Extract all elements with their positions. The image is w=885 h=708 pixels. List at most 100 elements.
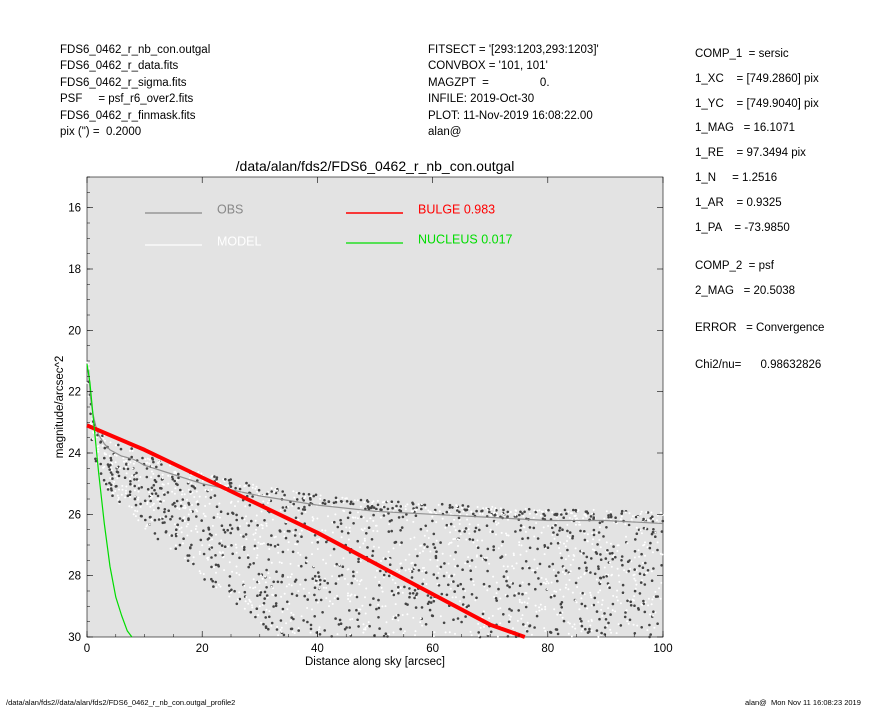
obs-point bbox=[643, 610, 647, 614]
obs-point bbox=[247, 484, 251, 487]
obs-point bbox=[474, 566, 477, 568]
obs-point bbox=[157, 506, 160, 510]
obs-point bbox=[419, 621, 422, 624]
obs-point bbox=[156, 494, 160, 498]
obs-point bbox=[248, 563, 252, 566]
obs-point bbox=[597, 567, 600, 571]
obs-point bbox=[182, 517, 185, 520]
obs-point bbox=[519, 510, 522, 514]
obs-point bbox=[191, 504, 193, 506]
obs-point bbox=[633, 604, 636, 607]
obs-point bbox=[469, 630, 472, 633]
obs-point bbox=[111, 473, 114, 476]
obs-point bbox=[179, 504, 183, 508]
obs-point bbox=[243, 485, 246, 488]
obs-point bbox=[494, 513, 497, 517]
obs-point bbox=[280, 595, 283, 598]
obs-point bbox=[384, 557, 387, 561]
obs-point bbox=[461, 506, 463, 509]
obs-point bbox=[451, 506, 454, 509]
obs-point bbox=[405, 513, 408, 516]
obs-point bbox=[413, 509, 416, 511]
obs-point bbox=[612, 545, 615, 548]
obs-point bbox=[383, 505, 386, 509]
obs-point bbox=[345, 526, 348, 529]
obs-point bbox=[554, 628, 558, 631]
obs-point bbox=[364, 626, 367, 629]
obs-point bbox=[408, 553, 411, 556]
obs-point bbox=[215, 505, 219, 509]
obs-point bbox=[638, 555, 641, 558]
obs-point bbox=[419, 544, 422, 547]
obs-point bbox=[368, 624, 371, 628]
obs-point bbox=[660, 564, 663, 567]
obs-point bbox=[303, 497, 306, 500]
obs-point bbox=[462, 587, 465, 591]
obs-point bbox=[388, 509, 391, 512]
obs-point bbox=[366, 505, 370, 508]
obs-point bbox=[352, 522, 355, 525]
obs-point bbox=[423, 534, 426, 537]
obs-point bbox=[644, 561, 647, 565]
obs-point bbox=[167, 474, 170, 477]
obs-point bbox=[130, 447, 133, 450]
obs-point bbox=[453, 518, 456, 521]
obs-point bbox=[212, 516, 216, 519]
obs-point bbox=[324, 529, 327, 532]
obs-point bbox=[357, 625, 360, 628]
obs-point bbox=[345, 500, 349, 503]
obs-point bbox=[615, 596, 618, 598]
obs-point bbox=[113, 453, 116, 456]
obs-point bbox=[272, 580, 276, 584]
obs-point bbox=[254, 532, 257, 535]
obs-point bbox=[415, 506, 419, 510]
obs-point bbox=[475, 509, 478, 513]
obs-point bbox=[294, 516, 298, 520]
obs-point bbox=[459, 582, 463, 586]
obs-point bbox=[162, 483, 165, 486]
obs-point bbox=[633, 595, 636, 598]
obs-point bbox=[345, 626, 348, 629]
obs-point bbox=[411, 561, 414, 564]
obs-point bbox=[245, 596, 248, 598]
obs-point bbox=[387, 530, 391, 533]
obs-point bbox=[270, 624, 273, 627]
obs-point bbox=[291, 504, 294, 507]
obs-point bbox=[539, 603, 542, 606]
obs-point bbox=[146, 501, 149, 504]
obs-point bbox=[248, 598, 251, 601]
obs-point bbox=[315, 598, 318, 602]
obs-point bbox=[497, 547, 500, 550]
obs-point bbox=[196, 479, 199, 482]
obs-point bbox=[181, 519, 184, 522]
obs-point bbox=[421, 582, 425, 586]
obs-point bbox=[249, 610, 253, 614]
obs-point bbox=[489, 630, 493, 634]
obs-point bbox=[484, 558, 488, 562]
obs-point bbox=[650, 511, 653, 514]
obs-point bbox=[639, 529, 642, 532]
obs-point bbox=[222, 478, 225, 481]
obs-point bbox=[109, 463, 112, 467]
obs-point bbox=[274, 604, 278, 608]
obs-point bbox=[637, 608, 640, 611]
obs-point bbox=[514, 514, 517, 517]
obs-point bbox=[268, 494, 271, 497]
obs-point bbox=[220, 544, 224, 547]
obs-point bbox=[580, 602, 584, 606]
obs-point bbox=[302, 499, 306, 502]
obs-point bbox=[481, 513, 484, 515]
obs-point bbox=[438, 510, 441, 513]
obs-point bbox=[262, 542, 265, 545]
obs-point bbox=[619, 602, 622, 605]
obs-point bbox=[580, 630, 583, 633]
obs-point bbox=[302, 587, 305, 590]
obs-point bbox=[129, 477, 131, 480]
obs-point bbox=[646, 518, 649, 521]
obs-point bbox=[518, 513, 521, 517]
obs-point bbox=[347, 531, 350, 535]
obs-point bbox=[450, 541, 453, 544]
obs-point bbox=[154, 492, 158, 495]
obs-point bbox=[280, 626, 283, 629]
obs-point bbox=[164, 515, 168, 518]
